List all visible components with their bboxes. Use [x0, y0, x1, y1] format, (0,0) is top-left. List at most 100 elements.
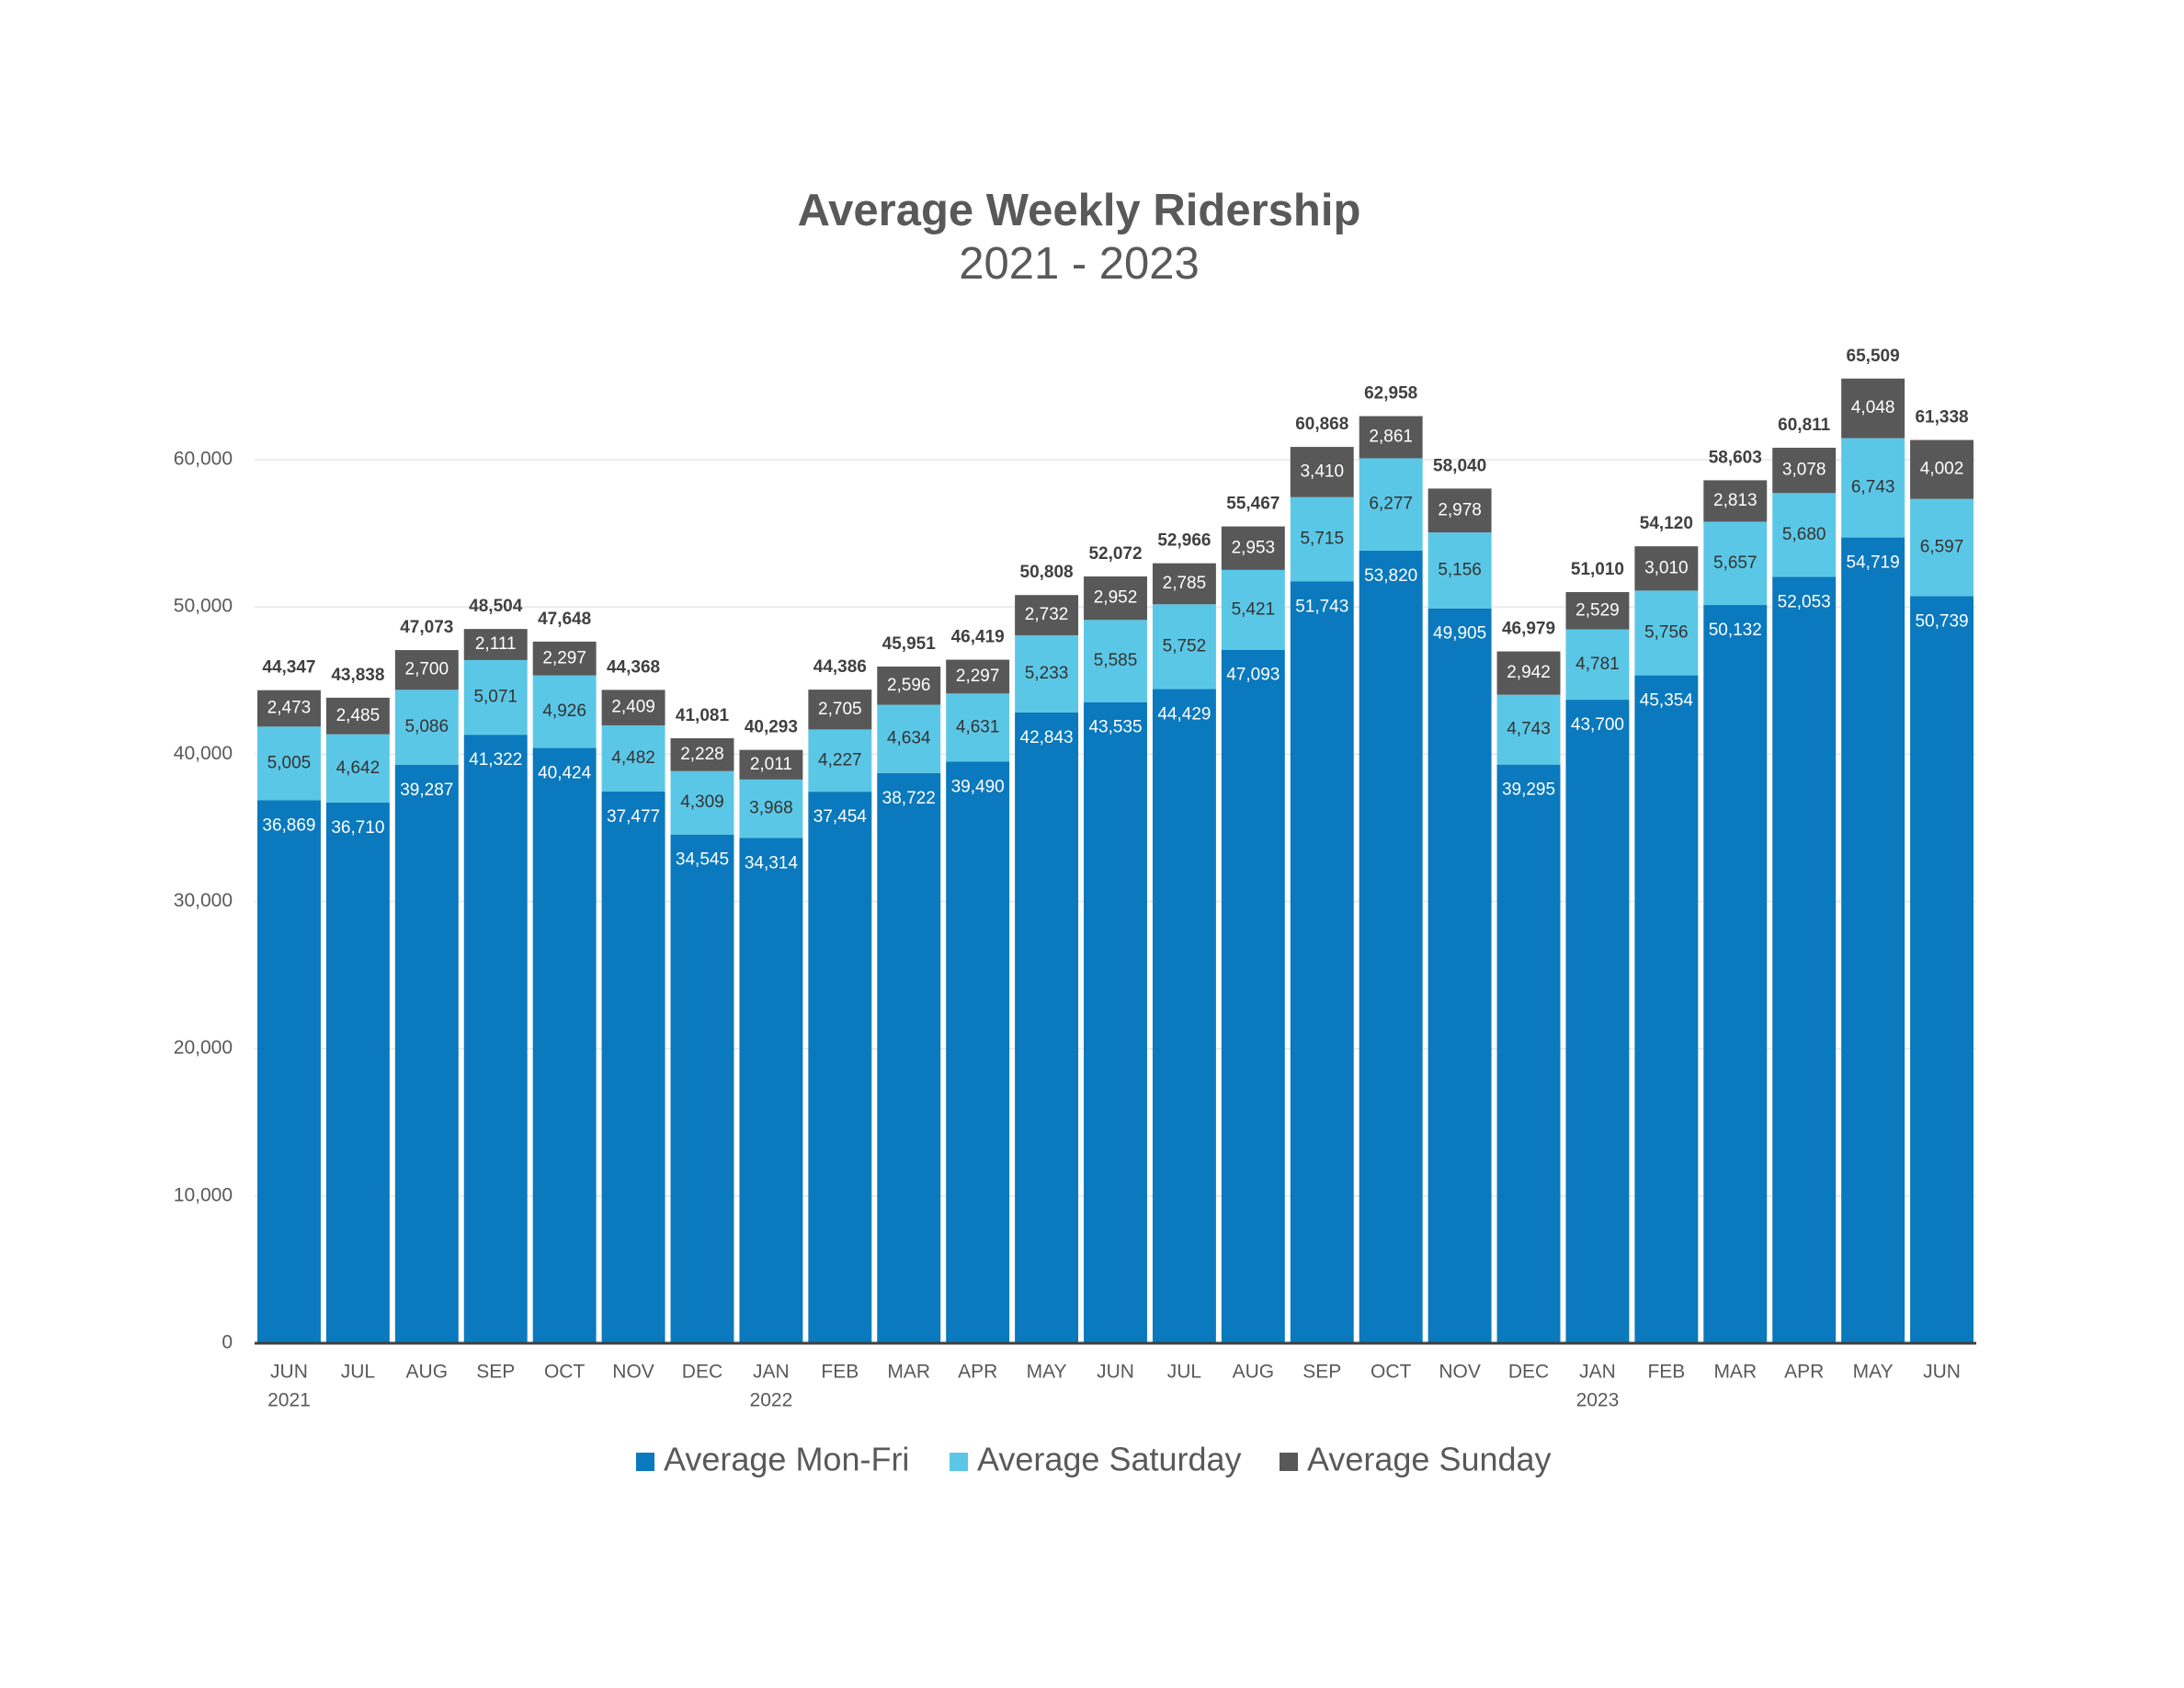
- bar-segment: [1634, 590, 1699, 676]
- bar-segment: [808, 690, 872, 730]
- bar-segment: [946, 659, 1010, 694]
- data-label: 5,756: [1644, 622, 1689, 642]
- data-label: 2,700: [405, 660, 449, 679]
- bar-segment: [1703, 480, 1768, 522]
- bar-segment: [601, 690, 665, 725]
- total-label: 45,951: [882, 634, 937, 654]
- bar-segment: [739, 749, 803, 780]
- total-label: 60,811: [1778, 416, 1830, 435]
- x-tick-label: JUN: [1097, 1362, 1134, 1383]
- bar-segment: [463, 735, 528, 1343]
- y-tick-label: 40,000: [174, 743, 233, 764]
- bar-segment: [1084, 620, 1147, 702]
- legend-swatch: [950, 1453, 968, 1471]
- data-label: 4,642: [336, 758, 381, 778]
- data-label: 2,732: [1025, 605, 1069, 624]
- data-label: 2,473: [267, 699, 312, 718]
- bar-segment: [670, 738, 734, 771]
- y-tick-label: 30,000: [174, 890, 233, 911]
- data-label: 6,597: [1920, 538, 1964, 557]
- data-label: 44,429: [1157, 704, 1211, 724]
- x-tick-label: JUL: [341, 1362, 375, 1383]
- x-tick-label: DEC: [682, 1362, 722, 1383]
- bar-segment: [1841, 537, 1905, 1343]
- bar-segment: [1359, 550, 1423, 1343]
- data-label: 5,585: [1094, 651, 1138, 670]
- bar-segment: [1152, 689, 1216, 1343]
- data-label: 3,410: [1300, 462, 1344, 481]
- x-tick-sublabel: 2023: [1576, 1390, 1620, 1411]
- x-tick-label: NOV: [1439, 1362, 1481, 1383]
- data-label: 2,785: [1163, 574, 1207, 593]
- total-label: 58,603: [1709, 448, 1762, 467]
- y-tick-label: 20,000: [174, 1037, 233, 1058]
- total-label: 41,081: [676, 706, 730, 725]
- x-tick-label: FEB: [1647, 1362, 1685, 1383]
- bar-segment: [1910, 498, 1974, 597]
- bar-segment: [877, 704, 941, 773]
- bar-segment: [1084, 701, 1147, 1343]
- data-label: 39,287: [400, 781, 453, 800]
- total-label: 55,467: [1226, 495, 1280, 514]
- x-tick-sublabel: 2022: [750, 1390, 793, 1411]
- total-label: 58,040: [1433, 456, 1486, 475]
- legend-label: Average Saturday: [977, 1441, 1242, 1478]
- y-tick-label: 10,000: [174, 1184, 233, 1205]
- bar-segment: [808, 729, 872, 793]
- bar-segment: [1221, 649, 1285, 1343]
- bar-segment: [463, 659, 528, 736]
- data-label: 2,409: [611, 698, 655, 717]
- data-label: 39,490: [951, 778, 1005, 797]
- x-tick-label: OCT: [1371, 1362, 1412, 1383]
- x-tick-label: JUN: [270, 1362, 308, 1383]
- data-label: 40,424: [538, 764, 592, 783]
- data-label: 2,011: [750, 755, 792, 774]
- bar-segment: [601, 724, 665, 792]
- bar-segment: [1772, 448, 1837, 494]
- data-label: 6,277: [1369, 495, 1413, 514]
- legend-swatch: [1280, 1453, 1298, 1471]
- data-label: 2,861: [1369, 428, 1413, 447]
- bar-segment: [1841, 438, 1905, 538]
- data-label: 34,545: [676, 850, 729, 870]
- data-label: 5,233: [1025, 664, 1069, 683]
- data-label: 42,843: [1020, 728, 1074, 747]
- bar-segment: [325, 734, 390, 804]
- data-label: 4,002: [1920, 460, 1964, 479]
- data-label: 2,705: [818, 700, 862, 719]
- x-tick-label: JUL: [1167, 1362, 1201, 1383]
- bar-segment: [325, 803, 390, 1343]
- bar-segment: [1772, 493, 1837, 577]
- chart-title: Average Weekly Ridership: [798, 186, 1361, 235]
- bar-segment: [1496, 651, 1561, 695]
- data-label: 4,227: [818, 750, 862, 770]
- data-label: 4,743: [1507, 720, 1551, 739]
- legend-label: Average Mon-Fri: [664, 1441, 909, 1478]
- data-label: 47,093: [1226, 666, 1280, 685]
- bar-segment: [463, 629, 528, 660]
- bar-segment: [394, 650, 459, 690]
- data-label: 37,454: [813, 807, 868, 827]
- bar-segment: [1634, 546, 1699, 591]
- bar-segment: [1015, 634, 1079, 713]
- bar-segment: [325, 697, 390, 735]
- x-tick-label: SEP: [476, 1362, 515, 1383]
- total-label: 52,966: [1157, 531, 1211, 551]
- data-label: 2,297: [542, 648, 586, 667]
- bar-segment: [532, 747, 597, 1343]
- x-tick-label: OCT: [544, 1362, 586, 1383]
- bar-segment: [532, 675, 597, 748]
- bar-segment: [1910, 596, 1974, 1343]
- x-tick-label: APR: [958, 1362, 997, 1383]
- x-tick-label: DEC: [1508, 1362, 1549, 1383]
- data-label: 5,715: [1300, 529, 1344, 548]
- bar-segment: [1015, 595, 1079, 635]
- data-label: 52,053: [1778, 592, 1831, 611]
- chart-subtitle: 2021 - 2023: [959, 239, 1200, 289]
- bar-segment: [394, 764, 459, 1343]
- x-tick-label: MAY: [1027, 1362, 1067, 1383]
- data-label: 6,743: [1851, 478, 1895, 497]
- data-label: 43,535: [1088, 718, 1142, 737]
- data-label: 36,869: [262, 815, 315, 835]
- data-label: 2,111: [475, 634, 517, 654]
